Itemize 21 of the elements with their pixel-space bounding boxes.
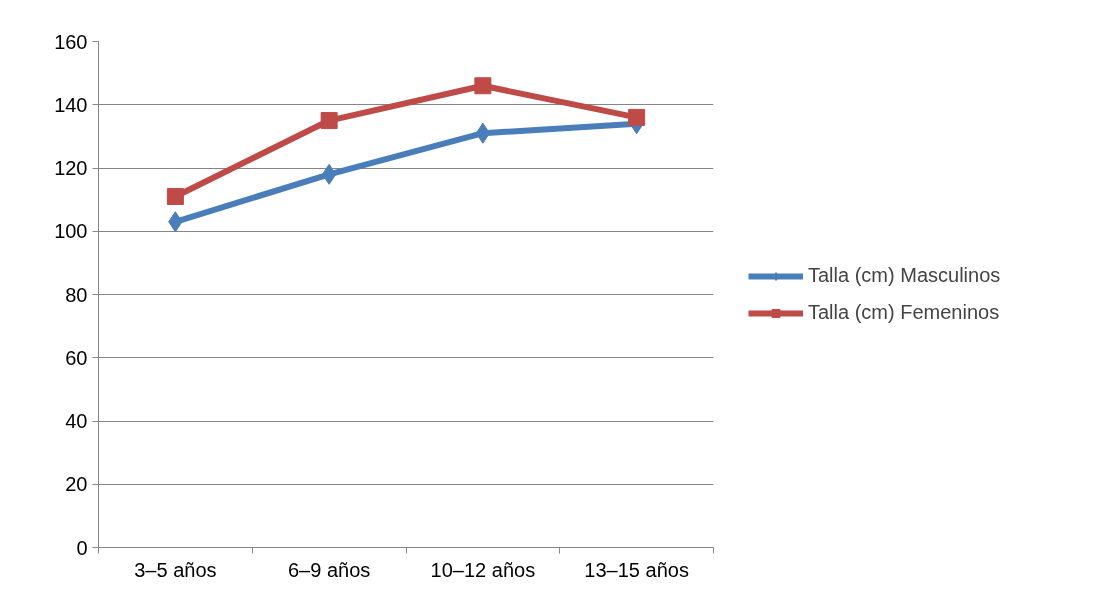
- point: [474, 77, 492, 95]
- x-tick-label: 10–12 años: [430, 558, 536, 581]
- y-tick-label: 140: [54, 93, 88, 116]
- point: [320, 112, 338, 130]
- y-tick-label: 60: [65, 346, 88, 369]
- point: [628, 108, 646, 126]
- x-tick-label: 13–15 años: [584, 558, 689, 581]
- y-tick-label: 160: [54, 30, 88, 53]
- legend-label: Talla (cm) Masculinos: [808, 264, 1001, 287]
- y-tick-label: 40: [65, 410, 88, 432]
- y-tick-label: 20: [65, 473, 88, 496]
- y-tick-label: 0: [76, 536, 88, 559]
- y-tick-label: 100: [54, 220, 88, 243]
- point: [166, 187, 184, 205]
- x-tick-label: 3–5 años: [134, 558, 217, 581]
- y-tick-label: 120: [54, 157, 88, 179]
- legend-label: Talla (cm) Femeninos: [808, 301, 1000, 324]
- point: [475, 122, 491, 144]
- point: [321, 163, 337, 185]
- x-tick-label: 6–9 años: [287, 558, 371, 581]
- y-tick-label: 80: [65, 283, 88, 306]
